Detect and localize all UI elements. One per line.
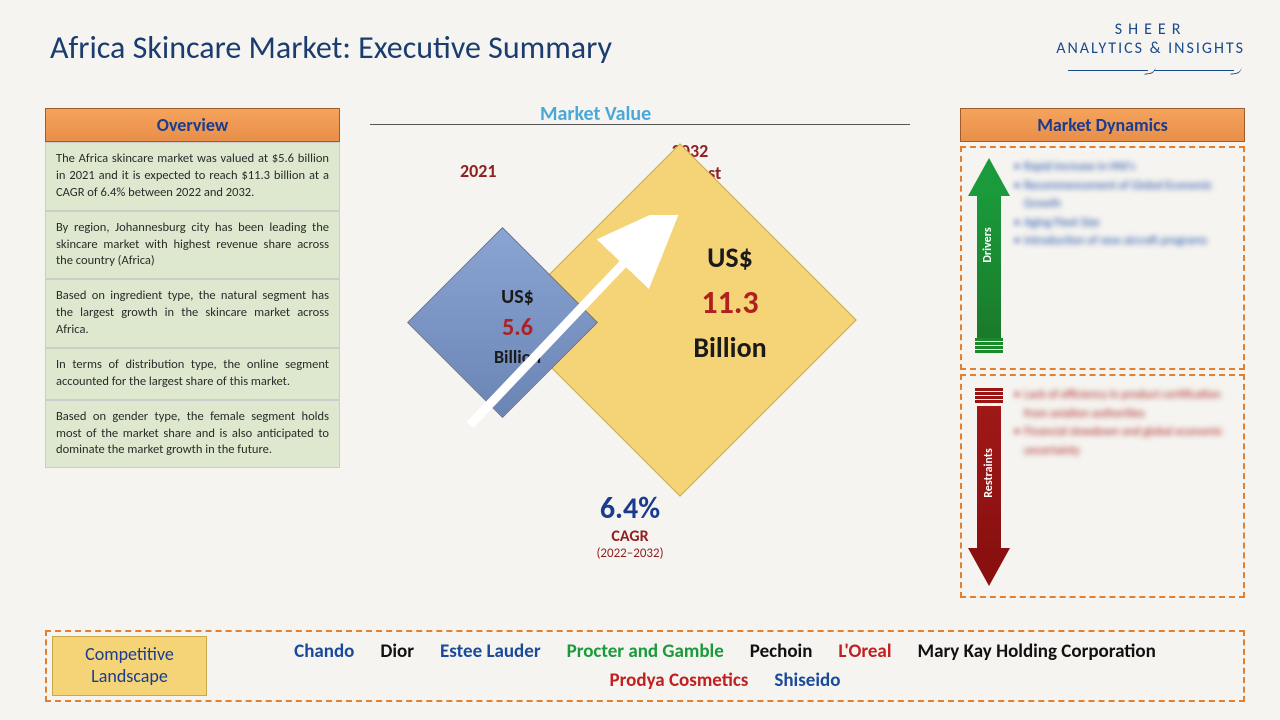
competitor-name: Pechoin (750, 640, 813, 663)
base-year-label: 2021 (460, 160, 497, 182)
drivers-arrow-icon: Drivers (970, 158, 1008, 358)
cagr-label: CAGR (550, 527, 710, 546)
competitor-name: Chando (294, 640, 354, 663)
driver-item: Aging Fleet Size (1014, 214, 1235, 233)
competitor-name: Procter and Gamble (567, 640, 724, 663)
competitor-name: Dior (380, 640, 414, 663)
cagr-percent: 6.4% (550, 490, 710, 527)
competitor-name: L'Oreal (838, 640, 891, 663)
drivers-list: Rapid increase in HNI's Recommencement o… (1014, 158, 1235, 251)
restraints-arrow-icon: Restraints (970, 386, 1008, 586)
growth-arrow-icon (450, 215, 710, 445)
driver-item: Recommencement of Global Economic Growth (1014, 177, 1235, 214)
competitor-name: Shiseido (774, 669, 840, 692)
market-value-label: Market Value (540, 102, 651, 126)
restraint-item: Lack of efficiency in product certificat… (1014, 386, 1235, 423)
restraints-box: Restraints Lack of efficiency in product… (960, 374, 1245, 598)
overview-header: Overview (45, 108, 340, 142)
competitive-label: Competitive Landscape (52, 636, 207, 696)
market-dynamics-section: Market Dynamics Drivers Rapid increase i… (960, 108, 1245, 598)
overview-item: The Africa skincare market was valued at… (45, 142, 340, 211)
brand-logo: SHEER ANALYTICS & INSIGHTS (1056, 20, 1245, 77)
driver-item: Rapid increase in HNI's (1014, 158, 1235, 177)
page-title: Africa Skincare Market: Executive Summar… (50, 28, 612, 67)
brand-line1: SHEER (1056, 20, 1245, 39)
drivers-box: Drivers Rapid increase in HNI's Recommen… (960, 146, 1245, 370)
cagr-years: (2022–2032) (550, 546, 710, 561)
market-value-underline (370, 124, 910, 125)
restraint-item: Financial slowdown and global economic u… (1014, 423, 1235, 460)
brand-underline (1056, 58, 1245, 77)
competitive-landscape: Competitive Landscape Chando Dior Estee La… (45, 630, 1245, 702)
overview-item: By region, Johannesburg city has been le… (45, 211, 340, 280)
brand-line2: ANALYTICS & INSIGHTS (1056, 39, 1245, 58)
overview-item: In terms of distribution type, the onlin… (45, 348, 340, 400)
restraints-list: Lack of efficiency in product certificat… (1014, 386, 1235, 460)
overview-section: Overview The Africa skincare market was … (45, 108, 340, 468)
competitor-name: Estee Lauder (440, 640, 541, 663)
overview-boxes: The Africa skincare market was valued at… (45, 142, 340, 468)
cagr-block: 6.4% CAGR (2022–2032) (550, 490, 710, 561)
market-value-visual: 2021 2032Forecast US$ 5.6 Billion US$ 11… (400, 165, 900, 525)
overview-item: Based on gender type, the female segment… (45, 400, 340, 469)
competitor-names: Chando Dior Estee Lauder Procter and Gamble… (207, 636, 1243, 696)
overview-item: Based on ingredient type, the natural se… (45, 279, 340, 348)
dynamics-header: Market Dynamics (960, 108, 1245, 142)
competitor-name: Mary Kay Holding Corporation (917, 640, 1155, 663)
driver-item: Introduction of new aircraft programs (1014, 232, 1235, 251)
competitor-name: Prodya Cosmetics (610, 669, 749, 692)
